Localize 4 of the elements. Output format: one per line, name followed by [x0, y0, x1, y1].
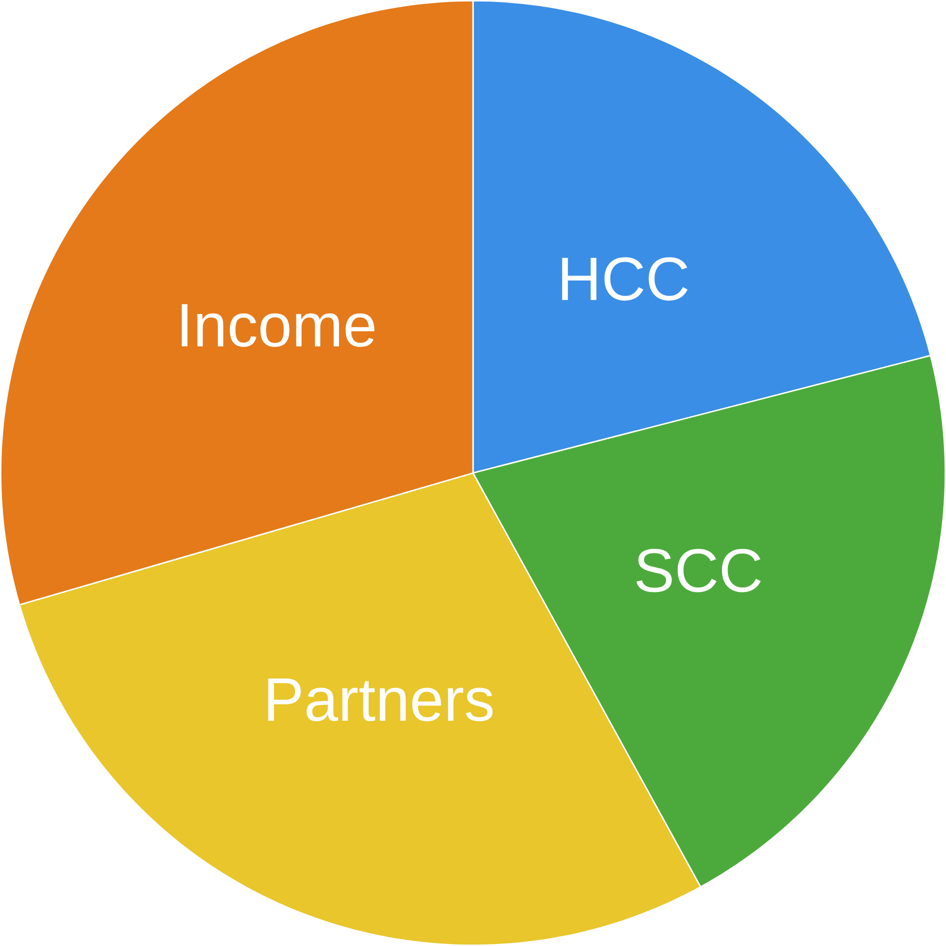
slice-label: Income — [182, 304, 374, 347]
slice-label: Partners — [268, 678, 493, 722]
slice-label: SCC — [636, 548, 761, 592]
slice-label: HCC — [562, 257, 688, 301]
